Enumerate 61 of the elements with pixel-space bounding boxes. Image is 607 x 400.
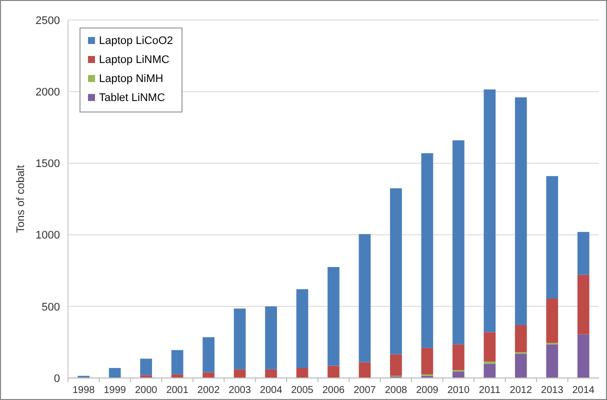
bar: [234, 308, 246, 370]
bar: [108, 368, 121, 378]
x-tick-label: 2012: [510, 385, 532, 396]
bar: [484, 332, 496, 362]
y-axis-title: Tons of cobalt: [15, 165, 27, 233]
legend-label: Tablet LiNMC: [99, 92, 166, 104]
bar: [452, 140, 464, 344]
legend-label: Laptop NiMH: [99, 73, 164, 85]
y-tick-label: 1000: [36, 230, 60, 242]
bar: [358, 234, 371, 362]
bar: [421, 348, 434, 374]
bar: [577, 274, 590, 334]
bar: [202, 337, 214, 372]
bar: [296, 289, 308, 368]
x-tick-label: 2014: [572, 385, 595, 396]
bar: [390, 354, 402, 376]
bar: [234, 369, 246, 378]
bar: [452, 344, 464, 370]
x-tick-label: 2003: [228, 385, 252, 396]
bar: [546, 344, 558, 378]
x-tick-label: 2004: [260, 385, 283, 396]
bar: [328, 267, 340, 366]
bar: [328, 366, 340, 378]
x-tick-label: 2000: [134, 385, 158, 396]
bar: [514, 97, 527, 326]
bar: [452, 372, 464, 378]
x-tick-label: 2002: [197, 385, 220, 396]
bar: [358, 362, 371, 378]
bar: [514, 325, 527, 352]
x-tick-label: 2001: [166, 385, 189, 396]
x-tick-label: 1998: [72, 385, 96, 396]
x-tick-label: 1999: [104, 385, 126, 396]
bar: [484, 364, 496, 378]
bar: [577, 232, 590, 275]
x-tick-label: 2010: [447, 385, 470, 396]
bar: [140, 358, 152, 376]
bar: [514, 354, 527, 378]
bar: [390, 188, 402, 354]
bar: [484, 89, 496, 332]
bar: [546, 176, 558, 299]
y-tick-label: 500: [42, 301, 60, 314]
bar: [296, 368, 308, 378]
x-tick-label: 2006: [322, 385, 346, 396]
x-tick-label: 2009: [416, 385, 439, 396]
y-tick-label: 2000: [36, 86, 60, 98]
legend-label: Laptop LiNMC: [99, 54, 170, 66]
legend-label: Laptop LiCoO2: [99, 35, 173, 47]
x-tick-label: 2013: [541, 385, 564, 396]
x-tick-label: 2005: [291, 385, 314, 396]
bar: [265, 369, 277, 378]
x-tick-label: 2008: [384, 385, 408, 396]
bar: [171, 350, 184, 374]
y-tick-label: 2500: [36, 14, 60, 27]
y-tick-label: 1500: [36, 158, 60, 170]
x-tick-label: 2007: [354, 385, 376, 396]
bar: [546, 298, 558, 343]
bar: [421, 153, 434, 348]
bar: [265, 306, 277, 370]
x-tick-label: 2011: [478, 385, 501, 396]
bar: [577, 334, 590, 378]
y-tick-label: 0: [54, 372, 60, 385]
